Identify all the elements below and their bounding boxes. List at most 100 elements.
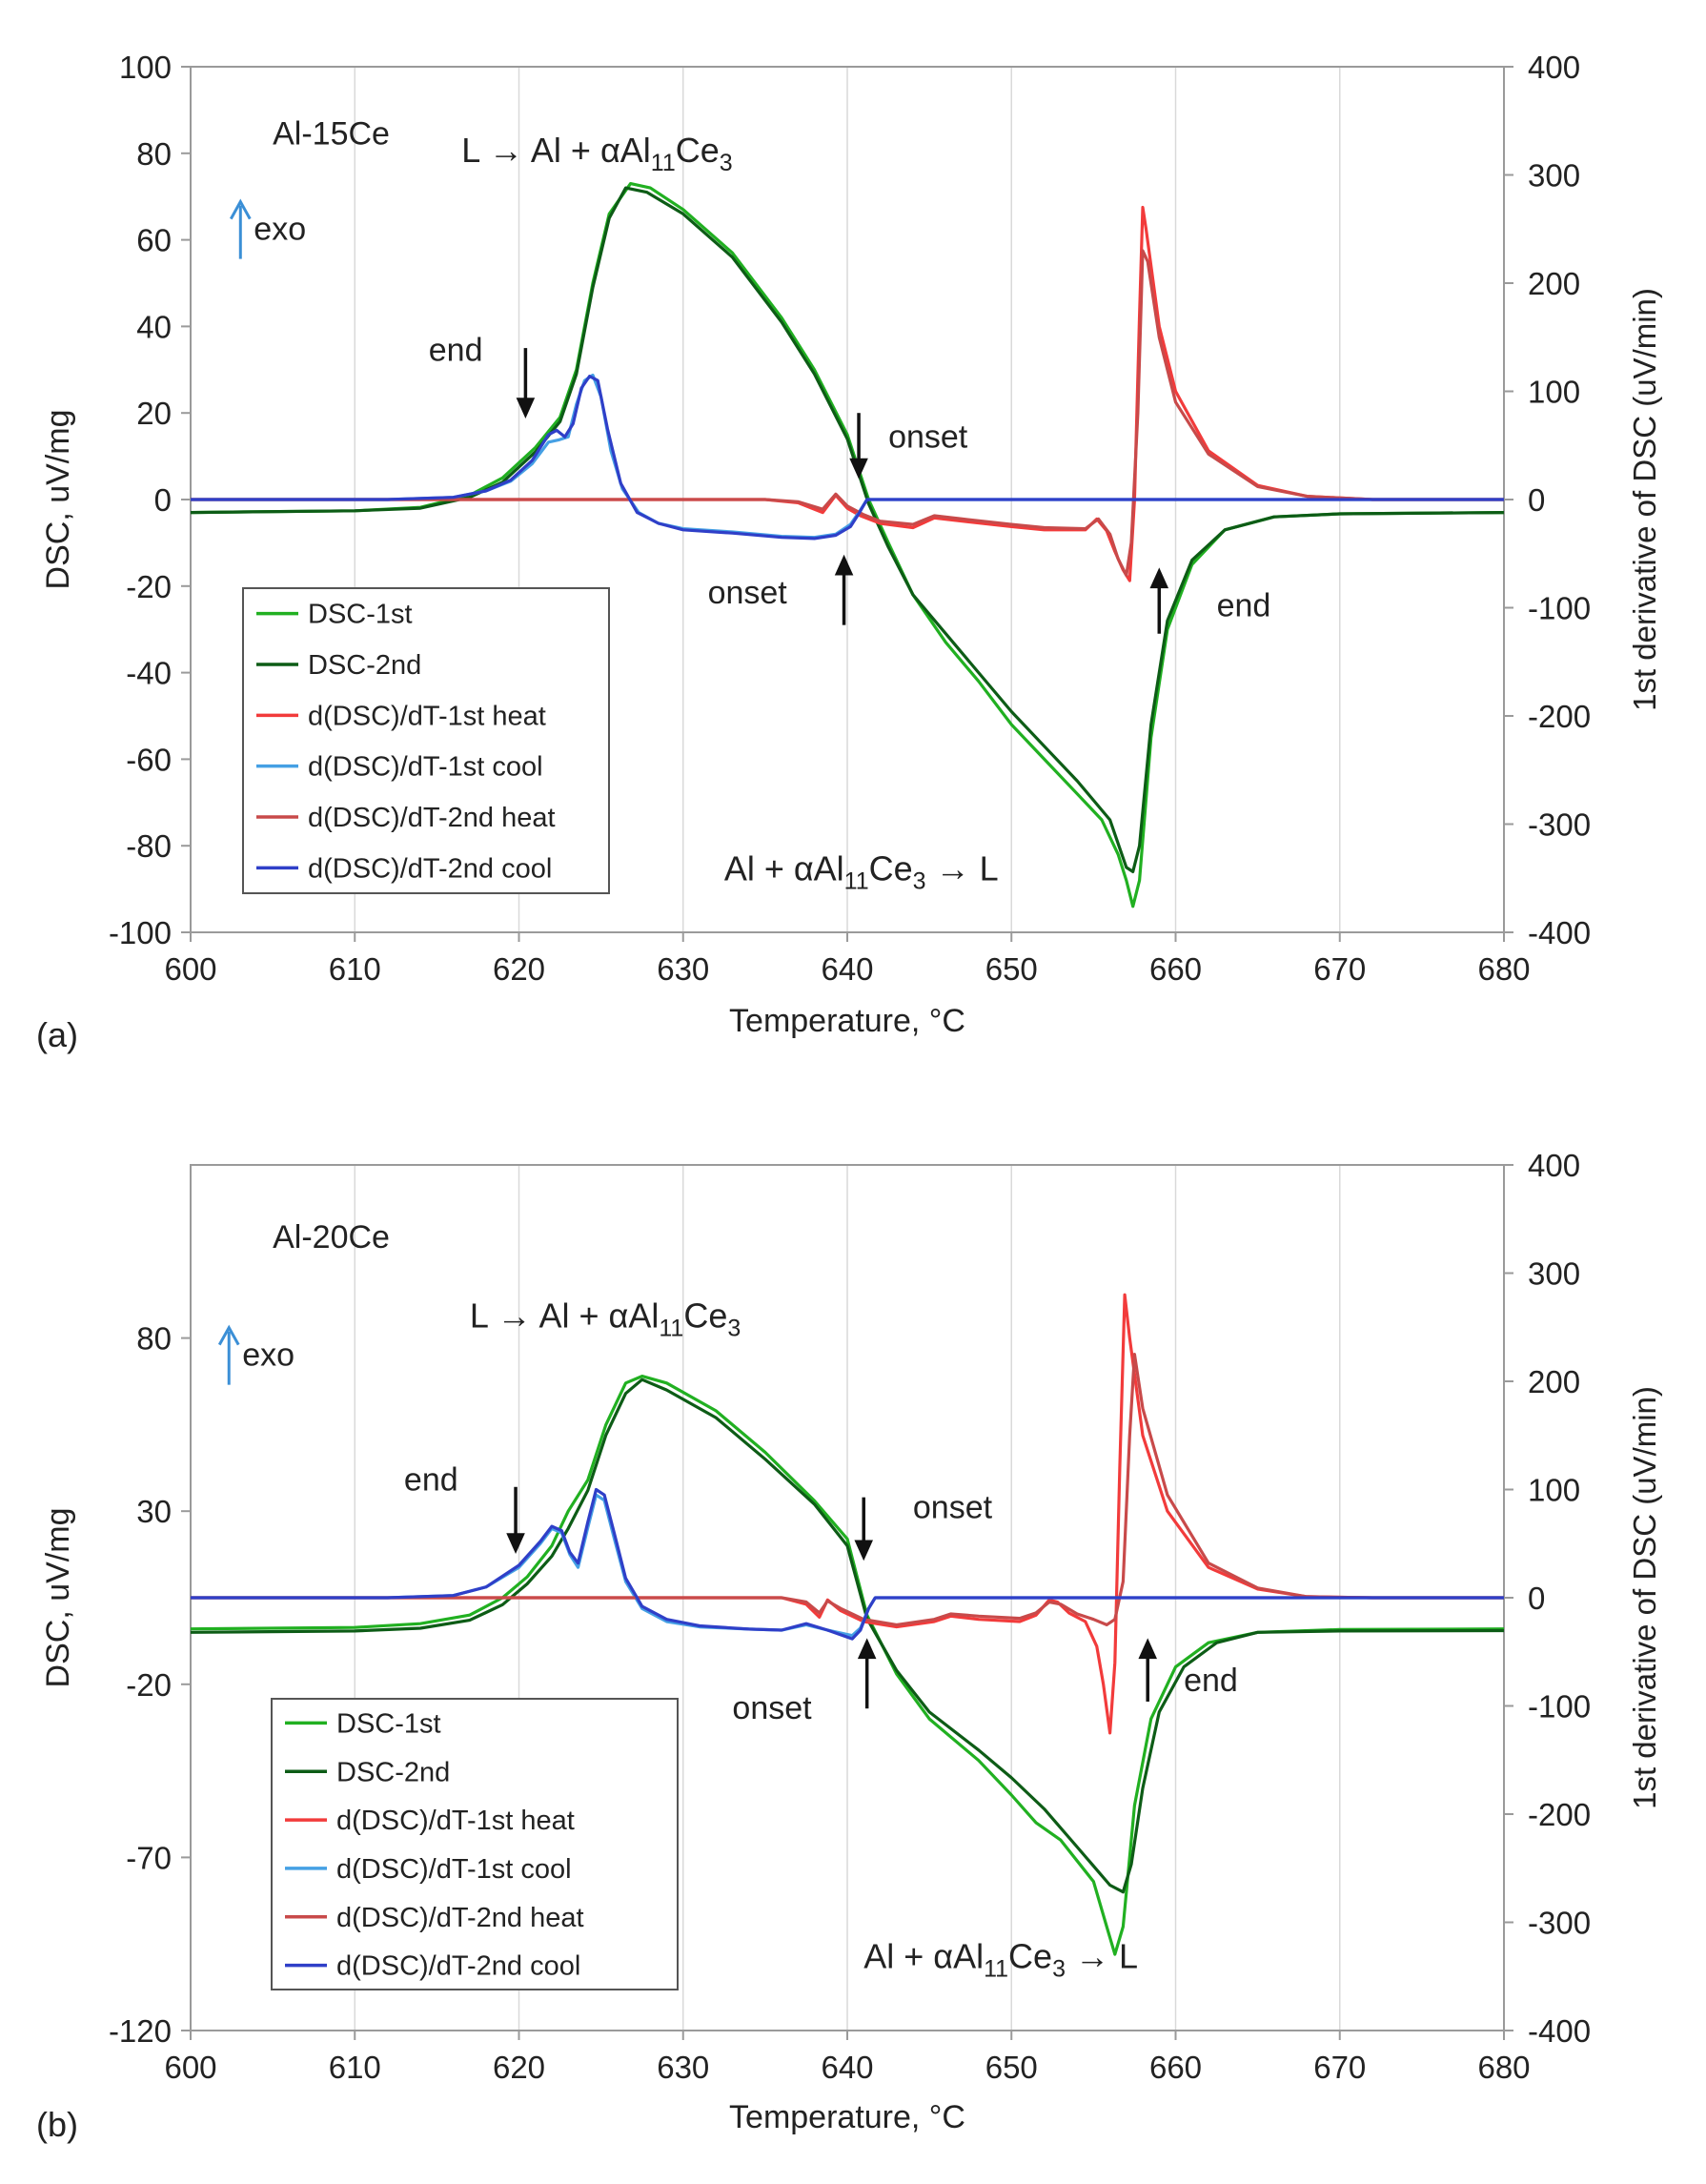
exo-arrow-head bbox=[229, 198, 252, 220]
x-tick-label: 630 bbox=[657, 2050, 709, 2085]
legend-entry: d(DSC)/dT-2nd heat bbox=[336, 1903, 584, 1933]
y2-axis-title: 1st derivative of DSC (uV/min) bbox=[1627, 288, 1662, 711]
legend-entry: d(DSC)/dT-2nd heat bbox=[308, 803, 556, 833]
y-tick-label: 80 bbox=[136, 1321, 172, 1357]
formula-subscript: 3 bbox=[727, 1316, 741, 1342]
solidification-reaction-label: L → Al + αAl11Ce3 bbox=[461, 131, 732, 176]
x-tick-label: 630 bbox=[657, 951, 709, 987]
end-cool-label: end bbox=[404, 1461, 458, 1498]
onset-heat-label: onset bbox=[708, 575, 788, 611]
formula-text: → L bbox=[926, 849, 999, 888]
legend: DSC-1st DSC-2nd d(DSC)/dT-1st heat d(DSC)/d… bbox=[271, 1698, 679, 1990]
y2-tick-label: 300 bbox=[1528, 1256, 1580, 1292]
y-tick-label: -20 bbox=[126, 1667, 172, 1703]
y-axis-title: DSC, uV/mg bbox=[40, 1508, 76, 1688]
series-d-dsc-dt-2nd-cool bbox=[191, 375, 1504, 541]
legend-entry: DSC-2nd bbox=[308, 650, 421, 681]
y2-tick-label: 100 bbox=[1528, 1473, 1580, 1508]
y-tick-label: -80 bbox=[126, 828, 172, 864]
legend-box bbox=[271, 1698, 679, 1990]
y2-tick-label: 100 bbox=[1528, 375, 1580, 410]
series-dsc-2nd bbox=[190, 1378, 1505, 1894]
formula-text: Ce bbox=[676, 131, 720, 170]
solidification-reaction-label: L → Al + αAl11Ce3 bbox=[470, 1296, 741, 1342]
end-cool-label: end bbox=[429, 333, 483, 369]
exo-arrow-head bbox=[217, 1324, 240, 1346]
y2-tick-label: -400 bbox=[1528, 2013, 1591, 2049]
event-arrow-head bbox=[506, 1533, 525, 1554]
formula-text: Ce bbox=[1008, 1937, 1052, 1976]
y2-tick-label: 0 bbox=[1528, 482, 1545, 518]
y-tick-label: 20 bbox=[136, 396, 172, 431]
legend-entry: DSC-1st bbox=[336, 1708, 441, 1739]
formula-text: Al + αAl bbox=[724, 849, 844, 888]
chart-panel-b: 600 610 620 630 640 650 660 670 6808030-20-70-12… bbox=[36, 1148, 1662, 2144]
event-arrow-head bbox=[834, 554, 854, 576]
y2-tick-label: -300 bbox=[1528, 807, 1591, 843]
formula-subscript: 3 bbox=[1052, 1956, 1066, 1983]
y-axis-title: DSC, uV/mg bbox=[40, 410, 76, 590]
y-tick-label: 80 bbox=[136, 136, 172, 172]
onset-cool-label: onset bbox=[888, 419, 968, 456]
event-arrow-head bbox=[849, 458, 868, 480]
y-tick-label: -60 bbox=[126, 742, 172, 777]
exo-label: exo bbox=[254, 212, 306, 248]
y2-tick-label: -200 bbox=[1528, 699, 1591, 734]
panel-label: (b) bbox=[36, 2105, 78, 2144]
x-tick-label: 660 bbox=[1149, 2050, 1202, 2085]
formula-text: → L bbox=[1066, 1937, 1138, 1976]
legend-entry: d(DSC)/dT-1st cool bbox=[336, 1854, 572, 1885]
chart-panel-a: 600 610 620 630 640 650 660 670 680100806040200-… bbox=[36, 50, 1662, 1054]
x-tick-label: 680 bbox=[1477, 951, 1530, 987]
y2-tick-label: -300 bbox=[1528, 1906, 1591, 1941]
event-arrow-head bbox=[854, 1540, 873, 1561]
melting-reaction-label: Al + αAl11Ce3 → L bbox=[863, 1937, 1138, 1983]
series-d-dsc-dt-2nd-cool bbox=[191, 1487, 1504, 1641]
x-tick-label: 600 bbox=[164, 2050, 216, 2085]
legend: DSC-1st DSC-2nd d(DSC)/dT-1st heat d(DSC)/d… bbox=[242, 587, 610, 894]
formula-text: L → Al + αAl bbox=[470, 1296, 660, 1336]
y-tick-label: 60 bbox=[136, 223, 172, 258]
x-tick-label: 670 bbox=[1313, 2050, 1366, 2085]
legend-entry: d(DSC)/dT-1st heat bbox=[336, 1806, 575, 1836]
y-tick-label: -20 bbox=[126, 569, 172, 604]
y-tick-label: -40 bbox=[126, 656, 172, 691]
y-tick-label: -70 bbox=[126, 1840, 172, 1875]
formula-text: Ce bbox=[683, 1296, 727, 1336]
x-tick-label: 650 bbox=[985, 2050, 1038, 2085]
event-arrow-head bbox=[1149, 567, 1169, 589]
y2-tick-label: -100 bbox=[1528, 591, 1591, 626]
end-heat-label: end bbox=[1217, 588, 1271, 624]
melting-reaction-label: Al + αAl11Ce3 → L bbox=[724, 849, 999, 895]
onset-heat-label: onset bbox=[732, 1690, 812, 1726]
formula-text: L → Al + αAl bbox=[461, 131, 651, 170]
formula-subscript: 11 bbox=[651, 150, 676, 176]
x-tick-label: 650 bbox=[985, 951, 1038, 987]
y2-tick-label: 300 bbox=[1528, 158, 1580, 194]
y-tick-label: -120 bbox=[109, 2013, 172, 2049]
legend-entry: d(DSC)/dT-1st cool bbox=[308, 752, 543, 783]
legend-entry: d(DSC)/dT-1st heat bbox=[308, 701, 546, 731]
onset-cool-label: onset bbox=[913, 1489, 993, 1525]
series-dsc-2nd bbox=[190, 186, 1505, 873]
formula-subscript: 3 bbox=[913, 868, 926, 895]
legend-entry: d(DSC)/dT-2nd cool bbox=[336, 1951, 580, 1982]
x-tick-label: 620 bbox=[493, 951, 545, 987]
formula-subscript: 11 bbox=[659, 1316, 683, 1342]
series-d-dsc-dt-2nd-heat bbox=[191, 249, 1504, 578]
y2-tick-label: 400 bbox=[1528, 50, 1580, 85]
legend-entry: DSC-1st bbox=[308, 600, 413, 630]
x-axis-title: Temperature, °C bbox=[729, 2099, 965, 2135]
y2-tick-label: -100 bbox=[1528, 1689, 1591, 1725]
event-arrow-head bbox=[516, 398, 536, 418]
x-tick-label: 620 bbox=[493, 2050, 545, 2085]
x-tick-label: 640 bbox=[821, 951, 873, 987]
series-d-dsc-dt-2nd-heat bbox=[191, 1353, 1504, 1626]
x-tick-label: 610 bbox=[329, 2050, 381, 2085]
alloy-label: Al-15Ce bbox=[273, 116, 390, 153]
end-heat-label: end bbox=[1184, 1663, 1238, 1699]
panel-label: (a) bbox=[36, 1015, 78, 1054]
y-tick-label: 40 bbox=[136, 309, 172, 344]
y2-tick-label: -400 bbox=[1528, 915, 1591, 950]
